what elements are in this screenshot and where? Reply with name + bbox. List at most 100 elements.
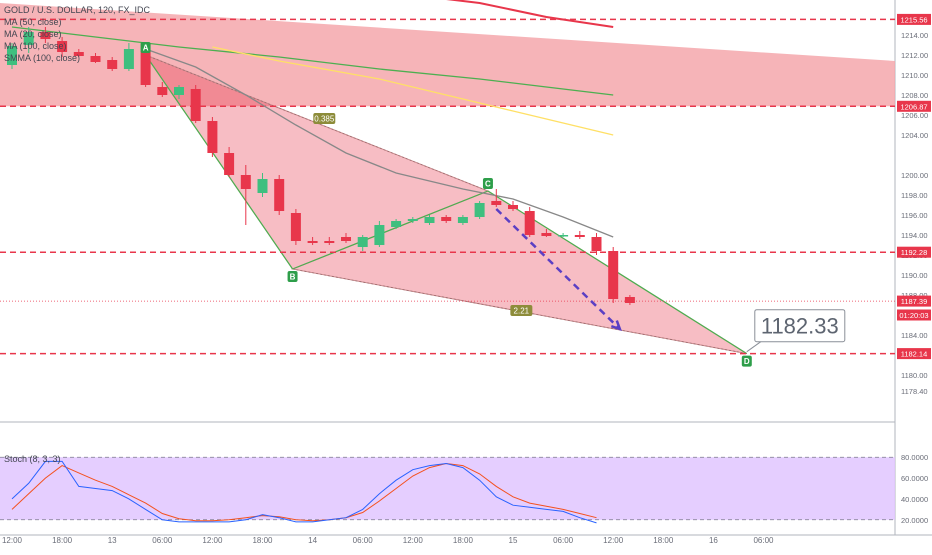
candle-body xyxy=(541,233,552,236)
time-tick-label: 12:00 xyxy=(202,536,223,545)
candle-body xyxy=(174,87,184,95)
stochastic-d-line xyxy=(11,462,597,522)
price-badge-label: 1206.87 xyxy=(900,102,927,111)
time-tick-label: 15 xyxy=(509,536,518,545)
ratio-label: 2.21 xyxy=(514,307,530,316)
time-tick-label: 18:00 xyxy=(653,536,674,545)
indicator-ma50[interactable]: MA (50, close) xyxy=(4,17,62,27)
indicator-ma100[interactable]: MA (100, close) xyxy=(4,41,67,51)
moving-average-line xyxy=(145,48,614,238)
candle-body xyxy=(391,221,402,227)
price-tick-label: 1210.00 xyxy=(901,71,928,80)
time-tick-label: 18:00 xyxy=(252,536,273,545)
candle-body xyxy=(441,217,452,221)
moving-average-line xyxy=(212,46,614,136)
price-axis-area xyxy=(895,0,932,550)
price-tick-label: 1204.00 xyxy=(901,131,928,140)
price-badge xyxy=(897,13,931,25)
candle-body xyxy=(73,52,84,56)
pattern-point-label: C xyxy=(485,180,491,189)
stochastic-title: Stoch (8, 3, 3) xyxy=(4,454,61,464)
ratio-badge xyxy=(510,305,533,316)
pattern-point-badge xyxy=(741,355,752,367)
candle-body xyxy=(608,251,619,299)
indicator-smma100[interactable]: SMMA (100, close) xyxy=(4,53,81,63)
candle-body xyxy=(7,46,17,65)
candle-body xyxy=(290,213,301,241)
indicator-ma20[interactable]: MA (20, close) xyxy=(4,29,62,39)
stochastic-k-line xyxy=(11,460,597,524)
candle-body xyxy=(524,211,535,235)
candle-body xyxy=(374,225,385,245)
price-tick-label: 1190.00 xyxy=(901,271,928,280)
time-tick-label: 18:00 xyxy=(453,536,474,545)
target-callout-pointer xyxy=(746,341,762,353)
time-tick-label: 12:00 xyxy=(603,536,624,545)
price-tick-label: 1196.00 xyxy=(901,211,928,220)
price-tick-label: 1180.00 xyxy=(901,371,928,380)
candle-body xyxy=(274,179,285,211)
ratio-badge xyxy=(313,113,336,124)
candle-body xyxy=(474,203,485,217)
candle-body xyxy=(574,235,585,237)
candle-body xyxy=(123,49,134,69)
chart-legend: GOLD / U.S. DOLLAR, 120, FX_IDC MA (50, … xyxy=(4,4,150,64)
time-tick-label: 06:00 xyxy=(553,536,574,545)
price-badge xyxy=(897,246,931,258)
candle-body xyxy=(90,56,101,62)
time-tick-label: 06:00 xyxy=(353,536,374,545)
time-tick-label: 12:00 xyxy=(2,536,23,545)
target-callout-text: 1182.33 xyxy=(761,314,839,339)
price-tick-label: 1194.00 xyxy=(901,231,928,240)
time-tick-label: 18:00 xyxy=(52,536,73,545)
candle-body xyxy=(457,217,468,223)
candle-body xyxy=(591,237,602,251)
time-tick-label: 06:00 xyxy=(152,536,173,545)
price-tick-label: 1200.00 xyxy=(901,171,928,180)
ratio-label: 0.385 xyxy=(314,115,335,124)
time-tick-label: 14 xyxy=(308,536,317,545)
candle-body xyxy=(157,87,168,95)
candle-body xyxy=(624,297,635,303)
candle-body xyxy=(307,241,318,243)
pattern-point-badge xyxy=(140,42,151,53)
moving-average-line xyxy=(446,0,614,28)
price-badge-label: 1215.56 xyxy=(900,15,927,24)
candle-body xyxy=(491,201,502,205)
price-badge-label: 1187.39 xyxy=(901,297,928,306)
candle-body xyxy=(324,241,335,243)
pattern-leg-bc xyxy=(292,190,489,270)
price-tick-label: 1208.00 xyxy=(901,91,928,100)
stochastic-tick-label: 20.0000 xyxy=(901,516,928,525)
price-tick-label: 1178.40 xyxy=(901,387,928,396)
price-badge xyxy=(897,295,931,307)
candle-body xyxy=(357,237,368,247)
price-badge xyxy=(897,309,931,321)
price-tick-label: 1198.00 xyxy=(901,191,928,200)
time-tick-label: 16 xyxy=(709,536,718,545)
projection-arrow-head xyxy=(610,320,622,332)
price-tick-label: 1188.00 xyxy=(901,291,928,300)
candle-body xyxy=(207,121,218,153)
candle-body xyxy=(558,235,569,237)
candle-body xyxy=(240,175,251,189)
time-tick-label: 06:00 xyxy=(753,536,774,545)
price-tick-label: 1212.00 xyxy=(901,51,928,60)
candle-body xyxy=(341,237,351,241)
candle-body xyxy=(140,51,151,85)
pattern-leg-ab xyxy=(145,54,294,270)
price-tick-label: 1214.00 xyxy=(901,31,928,40)
pattern-point-badge xyxy=(287,271,298,282)
projection-arrow-line xyxy=(495,208,621,330)
target-callout-box xyxy=(754,309,846,343)
pattern-point-label: B xyxy=(290,273,296,282)
price-tick-label: 1184.00 xyxy=(901,331,928,340)
stochastic-tick-label: 40.0000 xyxy=(901,495,928,504)
time-tick-label: 12:00 xyxy=(403,536,424,545)
price-badge xyxy=(897,100,931,112)
stochastic-tick-label: 60.0000 xyxy=(901,474,928,483)
candle-body xyxy=(224,153,235,175)
price-badge-label: 1182.14 xyxy=(901,350,928,359)
candle-body xyxy=(190,89,201,121)
